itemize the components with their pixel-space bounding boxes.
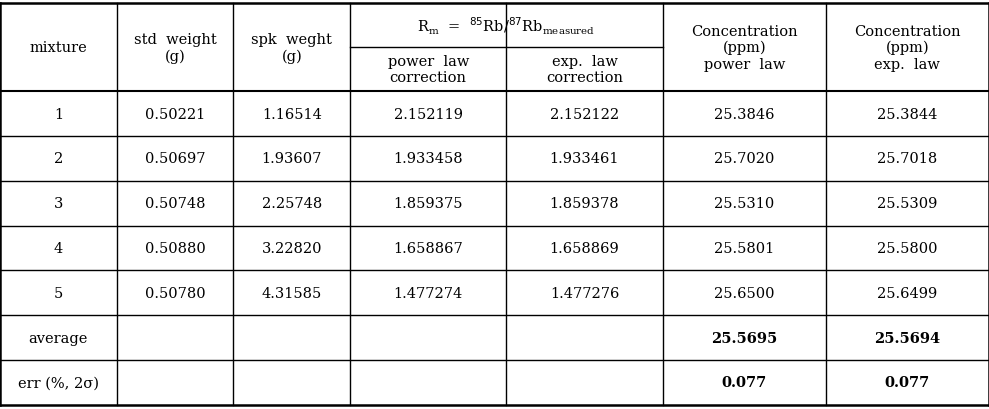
Text: 1.658867: 1.658867 [394, 241, 463, 256]
Text: 5: 5 [53, 286, 63, 300]
Text: 25.5309: 25.5309 [877, 197, 938, 211]
Text: 1.658869: 1.658869 [550, 241, 619, 256]
Text: 0.50697: 0.50697 [144, 152, 206, 166]
Text: Concentration
(ppm)
exp.  law: Concentration (ppm) exp. law [854, 25, 960, 72]
Text: power  law
correction: power law correction [388, 55, 469, 85]
Text: 4: 4 [53, 241, 63, 256]
Text: 25.3844: 25.3844 [877, 108, 938, 121]
Text: 1.933458: 1.933458 [394, 152, 463, 166]
Text: 1.933461: 1.933461 [550, 152, 619, 166]
Text: 25.5695: 25.5695 [711, 331, 777, 345]
Text: exp.  law
correction: exp. law correction [546, 55, 623, 85]
Text: 25.7020: 25.7020 [714, 152, 774, 166]
Text: 25.6499: 25.6499 [877, 286, 938, 300]
Text: 1.859378: 1.859378 [550, 197, 619, 211]
Text: Concentration
(ppm)
power  law: Concentration (ppm) power law [691, 25, 797, 72]
Text: 0.50880: 0.50880 [144, 241, 206, 256]
Text: err (%, 2σ): err (%, 2σ) [18, 375, 99, 389]
Text: 0.077: 0.077 [722, 375, 766, 389]
Text: 2.152122: 2.152122 [550, 108, 619, 121]
Text: 3.22820: 3.22820 [261, 241, 322, 256]
Text: 3: 3 [53, 197, 63, 211]
Text: 25.3846: 25.3846 [714, 108, 774, 121]
Text: 1.93607: 1.93607 [261, 152, 322, 166]
Text: 1.859375: 1.859375 [394, 197, 463, 211]
Text: 25.5801: 25.5801 [714, 241, 774, 256]
Text: 25.5800: 25.5800 [877, 241, 938, 256]
Text: 4.31585: 4.31585 [262, 286, 321, 300]
Text: 0.50221: 0.50221 [145, 108, 205, 121]
Text: 2: 2 [53, 152, 63, 166]
Text: 1.16514: 1.16514 [262, 108, 321, 121]
Text: spk  weght
(g): spk weght (g) [251, 33, 332, 63]
Text: 1: 1 [53, 108, 63, 121]
Text: 1.477274: 1.477274 [394, 286, 463, 300]
Text: 0.077: 0.077 [885, 375, 930, 389]
Text: std  weight
(g): std weight (g) [134, 33, 217, 63]
Text: 0.50748: 0.50748 [144, 197, 206, 211]
Text: 25.6500: 25.6500 [714, 286, 774, 300]
Text: 25.5694: 25.5694 [874, 331, 941, 345]
Text: 1.477276: 1.477276 [550, 286, 619, 300]
Text: mixture: mixture [30, 41, 87, 55]
Text: average: average [29, 331, 88, 345]
Text: 25.7018: 25.7018 [877, 152, 938, 166]
Text: 2.152119: 2.152119 [394, 108, 463, 121]
Text: R$_\mathregular{m}$  =  $^{85}$Rb/$^{87}$Rb$_\mathregular{measured}$: R$_\mathregular{m}$ = $^{85}$Rb/$^{87}$R… [417, 16, 595, 37]
Text: 2.25748: 2.25748 [262, 197, 321, 211]
Text: 0.50780: 0.50780 [144, 286, 206, 300]
Text: 25.5310: 25.5310 [714, 197, 774, 211]
